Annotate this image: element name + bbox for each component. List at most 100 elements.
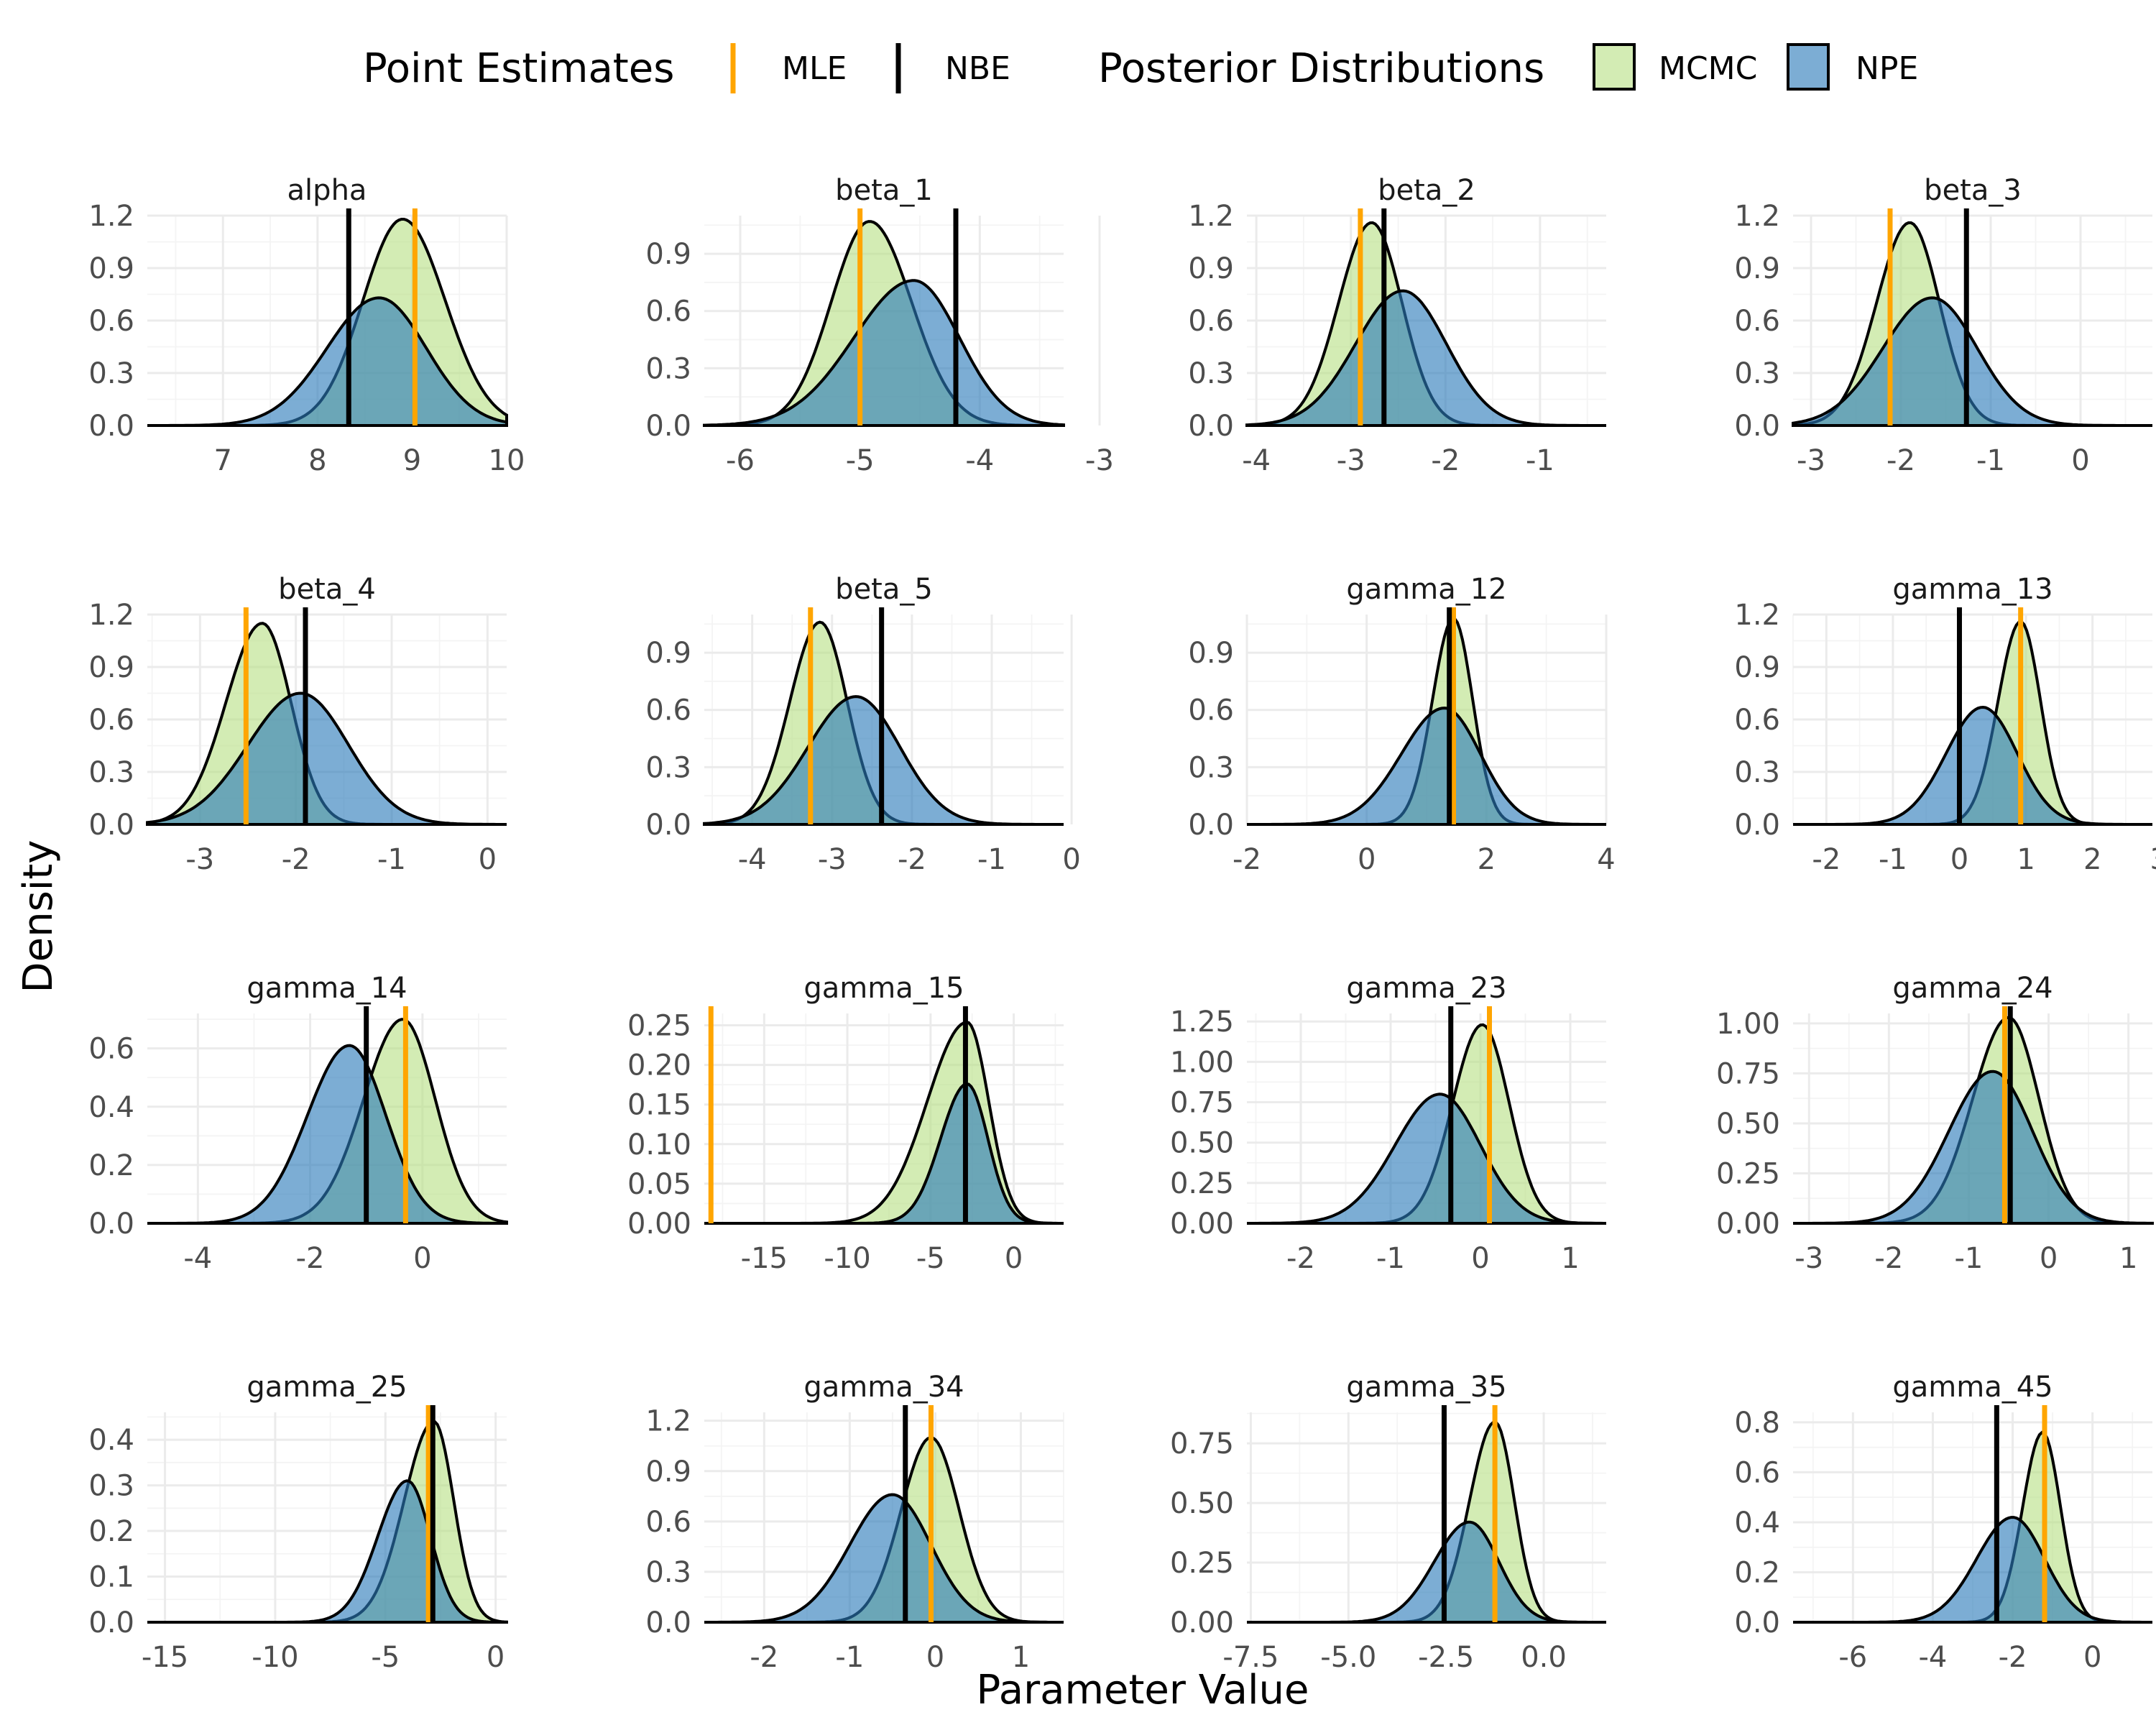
x-tick-label: 0 — [926, 1641, 944, 1674]
npe-density-beta_4 — [146, 691, 507, 826]
x-tick-label: -3 — [1337, 444, 1365, 477]
y-tick-label: 0.50 — [1170, 1127, 1234, 1160]
panel-title: beta_1 — [835, 174, 933, 207]
panel-title: gamma_34 — [803, 1371, 964, 1404]
y-tick-label: 0.6 — [1734, 704, 1780, 737]
panel-title: beta_3 — [1924, 174, 2022, 207]
x-tick-label: -2.5 — [1418, 1641, 1474, 1674]
x-tick-label: -1 — [835, 1641, 864, 1674]
npe-density-gamma_34 — [704, 1493, 1064, 1624]
x-tick-label: -2 — [1431, 444, 1460, 477]
x-tick-label: 0 — [413, 1242, 431, 1275]
panel-title: gamma_25 — [247, 1371, 407, 1404]
x-tick-label: -7.5 — [1222, 1641, 1279, 1674]
y-tick-label: 0.3 — [88, 1470, 134, 1503]
x-tick-label: 0 — [1358, 843, 1376, 876]
npe-density-gamma_13 — [1793, 705, 2152, 826]
y-tick-label: 0.00 — [1170, 1208, 1234, 1241]
x-tick-label: 0 — [1062, 843, 1080, 876]
x-tick-label: 3 — [2150, 843, 2156, 876]
x-tick-label: -2 — [296, 1242, 325, 1275]
x-tick-label: -5.0 — [1320, 1641, 1376, 1674]
npe-density-gamma_15 — [704, 1082, 1064, 1225]
y-tick-label: 0.00 — [1716, 1208, 1780, 1241]
x-tick-label: 7 — [214, 444, 232, 477]
panel-title: beta_5 — [835, 573, 933, 606]
y-tick-label: 0.05 — [627, 1168, 691, 1201]
y-tick-label: 0.0 — [645, 410, 691, 443]
y-tick-label: 0.9 — [1188, 637, 1234, 670]
panel-title: gamma_45 — [1892, 1371, 2053, 1404]
y-tick-label: 0.3 — [645, 751, 691, 784]
x-tick-label: -1 — [1954, 1242, 1983, 1275]
y-tick-label: 0.15 — [627, 1089, 691, 1122]
x-tick-label: -2 — [1812, 843, 1841, 876]
x-tick-label: -1 — [377, 843, 406, 876]
y-tick-label: 0.3 — [645, 352, 691, 385]
x-tick-label: -4 — [183, 1242, 212, 1275]
x-tick-label: 0.0 — [1521, 1641, 1567, 1674]
x-tick-label: 2 — [2083, 843, 2101, 876]
y-tick-label: 0.9 — [88, 651, 134, 684]
legend-mcmc-label: MCMC — [1659, 50, 1757, 87]
panel-gamma_45: gamma_45 -6 -4 -2 0 0.0 0.2 0.4 0.6 0.8 — [1734, 1371, 2152, 1674]
y-tick-label: 0.4 — [88, 1091, 134, 1124]
legend-nbe-label: NBE — [945, 50, 1010, 87]
y-tick-label: 0.0 — [1734, 1606, 1780, 1639]
y-tick-label: 0.25 — [1170, 1547, 1234, 1580]
y-tick-label: 0.0 — [1734, 809, 1780, 842]
x-tick-label: -15 — [741, 1242, 788, 1275]
x-tick-label: 1 — [1561, 1242, 1579, 1275]
panel-title: beta_2 — [1378, 174, 1475, 207]
npe-density-beta_1 — [703, 279, 1065, 427]
panel-gamma_13: gamma_13 -2 -1 0 1 2 3 0.0 0.3 0.6 0.9 1.2 — [1734, 573, 2156, 876]
y-tick-label: 0.0 — [645, 1606, 691, 1639]
panel-title: gamma_12 — [1346, 573, 1506, 606]
y-tick-label: 1.2 — [88, 200, 134, 233]
x-tick-label: -1 — [1976, 444, 2005, 477]
y-tick-label: 0.2 — [88, 1149, 134, 1182]
x-tick-label: -2 — [1286, 1242, 1315, 1275]
x-tick-label: -3 — [1085, 444, 1114, 477]
x-tick-label: -1 — [1376, 1242, 1405, 1275]
x-tick-label: -2 — [1999, 1641, 2027, 1674]
npe-density-gamma_45 — [1793, 1516, 2152, 1624]
y-tick-label: 0.0 — [88, 1606, 134, 1639]
x-tick-label: -3 — [1797, 444, 1825, 477]
y-tick-label: 0.75 — [1716, 1057, 1780, 1090]
npe-density-gamma_24 — [1793, 1070, 2154, 1225]
y-tick-label: 0.0 — [88, 1208, 134, 1241]
x-tick-label: -4 — [738, 843, 767, 876]
y-tick-label: 0.6 — [645, 295, 691, 328]
y-tick-label: 0.0 — [88, 410, 134, 443]
y-tick-label: 0.6 — [645, 694, 691, 727]
panel-beta_3: beta_3 -3 -2 -1 0 0.0 0.3 0.6 0.9 1.2 — [1734, 174, 2152, 477]
x-tick-label: -2 — [282, 843, 310, 876]
x-tick-label: -4 — [965, 444, 994, 477]
panel-beta_5: beta_5 -4 -3 -2 -1 0 0.0 0.3 0.6 0.9 — [645, 573, 1080, 876]
panel-gamma_23: gamma_23 -2 -1 0 1 0.00 0.25 0.50 0.75 1.00 1.25 — [1170, 972, 1606, 1275]
x-tick-label: -1 — [1879, 843, 1907, 876]
panel-gamma_12: gamma_12 -2 0 2 4 0.0 0.3 0.6 0.9 — [1188, 573, 1615, 876]
y-tick-label: 0.25 — [1716, 1157, 1780, 1190]
y-tick-label: 0.3 — [1188, 751, 1234, 784]
y-tick-label: 0.6 — [88, 704, 134, 737]
y-tick-label: 0.6 — [1188, 694, 1234, 727]
x-tick-label: 1 — [2017, 843, 2035, 876]
y-tick-label: 1.25 — [1170, 1006, 1234, 1039]
y-tick-label: 0.25 — [627, 1010, 691, 1043]
panel-gamma_25: gamma_25 -15 -10 -5 0 0.0 0.1 0.2 0.3 0.4 — [88, 1371, 508, 1674]
npe-density-gamma_25 — [147, 1479, 507, 1624]
x-tick-label: -4 — [1918, 1641, 1947, 1674]
y-tick-label: 0.0 — [1188, 410, 1234, 443]
x-tick-label: 0 — [1950, 843, 1968, 876]
panel-title: gamma_23 — [1346, 972, 1506, 1005]
y-tick-label: 0.4 — [1734, 1506, 1780, 1540]
y-tick-label: 0.2 — [1734, 1556, 1780, 1589]
npe-density-gamma_35 — [1247, 1520, 1606, 1624]
y-tick-label: 0.8 — [1734, 1407, 1780, 1440]
x-axis-title: Parameter Value — [977, 1667, 1309, 1714]
panel-beta_1: beta_1 -6 -5 -4 -3 0.0 0.3 0.6 0.9 — [645, 174, 1114, 477]
y-tick-label: 0.6 — [88, 305, 134, 338]
